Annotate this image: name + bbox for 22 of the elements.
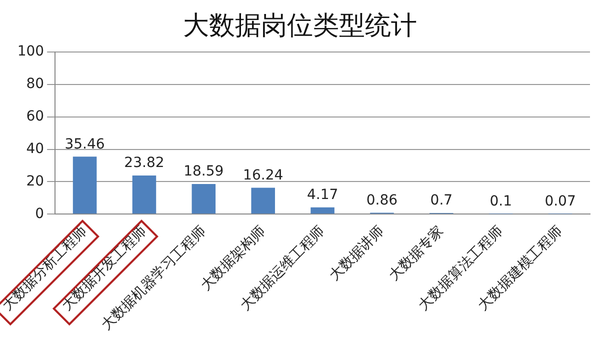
- bar: [251, 188, 275, 214]
- data-label: 0.86: [366, 192, 398, 208]
- data-label: 16.24: [243, 167, 284, 184]
- data-label: 4.17: [306, 187, 338, 204]
- y-tick-label: 20: [26, 173, 44, 190]
- bar: [132, 176, 156, 214]
- chart-title: 大数据岗位类型统计: [182, 10, 418, 43]
- y-tick-label: 40: [26, 140, 44, 157]
- x-tick-label: 大数据讲师: [326, 223, 388, 284]
- bar: [192, 184, 216, 214]
- data-label: 0.07: [544, 194, 576, 210]
- y-tick-label: 100: [17, 44, 44, 60]
- data-label: 0.1: [490, 194, 512, 210]
- data-label: 18.59: [184, 164, 224, 180]
- bar: [72, 156, 97, 214]
- bar: [310, 207, 334, 214]
- y-tick-label: 80: [26, 76, 44, 92]
- y-tick-label: 0: [35, 206, 44, 222]
- data-label: 23.82: [124, 155, 164, 172]
- y-tick-label: 60: [26, 108, 44, 124]
- data-label: 35.46: [64, 136, 105, 152]
- data-label: 0.7: [430, 192, 453, 209]
